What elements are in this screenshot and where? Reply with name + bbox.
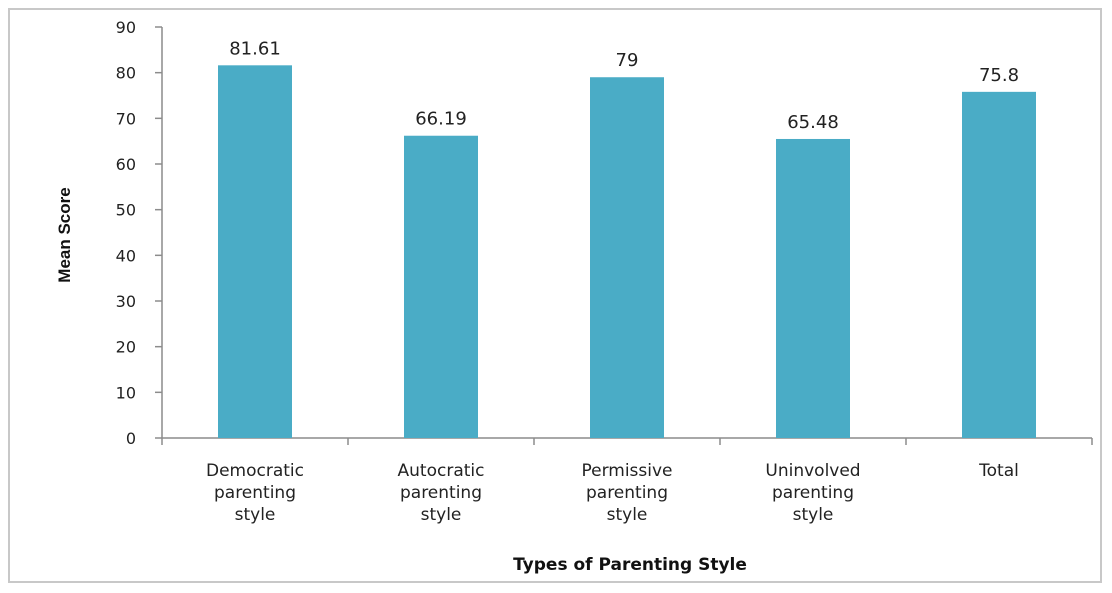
y-tick-label: 20 [116, 338, 136, 357]
bar [218, 65, 292, 438]
data-label: 75.8 [979, 65, 1019, 86]
y-axis-title: Mean Score [55, 187, 74, 282]
bar [962, 91, 1036, 438]
x-axis-title: Types of Parenting Style [513, 555, 747, 575]
axes: 0 10 20 30 40 50 60 70 80 90 [116, 18, 1093, 448]
y-tick-label: 30 [116, 292, 136, 311]
bars: 81.61 Democratic parenting style 66.19 Autocr… [206, 38, 1036, 525]
x-tick-label: Autocratic parenting style [398, 461, 485, 525]
y-tick-label: 10 [116, 383, 136, 402]
y-tick-label: 50 [116, 201, 136, 220]
y-tick-label: 80 [116, 64, 136, 83]
x-tick-label: Uninvolved parenting style [765, 461, 860, 525]
y-tick-label: 40 [116, 246, 136, 265]
y-tick-label: 70 [116, 109, 136, 128]
y-tick-label: 0 [126, 429, 136, 448]
y-tick-label: 90 [116, 18, 136, 37]
data-label: 65.48 [787, 112, 839, 133]
data-label: 81.61 [229, 38, 281, 59]
data-label: 79 [616, 50, 639, 71]
chart-frame [8, 8, 1102, 583]
y-tick-label: 60 [116, 155, 136, 174]
data-label: 66.19 [415, 109, 467, 130]
x-tick-label: Total [978, 461, 1019, 481]
x-tick-label: Permissive parenting style [581, 461, 672, 525]
bar [776, 138, 850, 438]
x-tick-label: Democratic parenting style [206, 461, 304, 525]
bar [590, 77, 664, 438]
bar [404, 135, 478, 438]
